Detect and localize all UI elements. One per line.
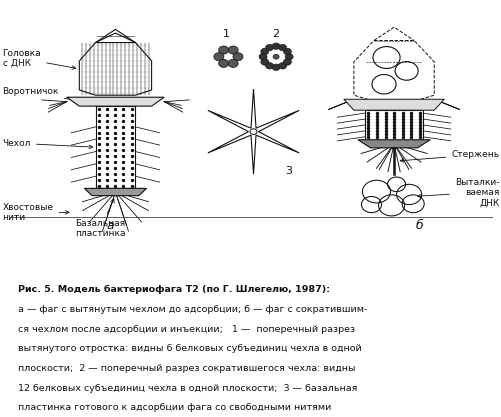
- Text: 2: 2: [272, 29, 279, 39]
- Circle shape: [272, 43, 280, 50]
- Text: а: а: [106, 219, 114, 232]
- Circle shape: [218, 59, 228, 68]
- Text: Базальная
пластинка: Базальная пластинка: [75, 199, 125, 238]
- Circle shape: [259, 53, 267, 60]
- Circle shape: [232, 53, 242, 61]
- Circle shape: [273, 54, 279, 59]
- Text: ся чехлом после адсорбции и инъекции;   1 —  поперечный разрез: ся чехлом после адсорбции и инъекции; 1 …: [18, 324, 354, 334]
- Polygon shape: [67, 97, 164, 106]
- Circle shape: [272, 64, 280, 70]
- Text: Головка
с ДНК: Головка с ДНК: [3, 49, 76, 69]
- Text: 1: 1: [222, 29, 229, 39]
- Circle shape: [227, 46, 238, 54]
- Text: 3: 3: [285, 166, 292, 176]
- Polygon shape: [84, 188, 146, 196]
- Text: Выталки-
ваемая
ДНК: Выталки- ваемая ДНК: [417, 178, 498, 207]
- Text: б: б: [414, 219, 422, 232]
- Polygon shape: [343, 99, 443, 110]
- Circle shape: [278, 63, 286, 69]
- Text: плоскости;  2 — поперечный разрез сократившегося чехла: видны: плоскости; 2 — поперечный разрез сократи…: [18, 364, 354, 373]
- Circle shape: [265, 63, 273, 69]
- Polygon shape: [357, 140, 429, 148]
- Circle shape: [265, 44, 273, 51]
- Circle shape: [249, 129, 257, 135]
- Circle shape: [218, 46, 228, 54]
- Circle shape: [283, 59, 291, 65]
- Circle shape: [283, 48, 291, 55]
- Bar: [364, 110, 422, 140]
- Text: вытянутого отростка: видны 6 белковых субъединиц чехла в одной: вытянутого отростка: видны 6 белковых су…: [18, 344, 361, 353]
- Text: Рис. 5. Модель бактериофага T2 (по Г. Шлегелю, 1987):: Рис. 5. Модель бактериофага T2 (по Г. Шл…: [18, 285, 329, 294]
- Text: пластинка готового к адсорбции фага со свободными нитями: пластинка готового к адсорбции фага со с…: [18, 403, 330, 412]
- Circle shape: [278, 44, 286, 51]
- Text: Стержень: Стержень: [399, 151, 498, 162]
- Text: a — фаг с вытянутым чехлом до адсорбции; б — фаг с сократившим-: a — фаг с вытянутым чехлом до адсорбции;…: [18, 305, 366, 314]
- Bar: [96, 106, 134, 188]
- Text: Чехол: Чехол: [3, 139, 93, 149]
- Text: 12 белковых субъединиц чехла в одной плоскости;  3 — базальная: 12 белковых субъединиц чехла в одной пло…: [18, 384, 356, 392]
- Circle shape: [213, 53, 223, 61]
- Text: Воротничок: Воротничок: [3, 87, 78, 102]
- Circle shape: [260, 59, 268, 65]
- Circle shape: [260, 48, 268, 55]
- Circle shape: [227, 59, 238, 68]
- Text: Хвостовые
нити: Хвостовые нити: [3, 203, 69, 222]
- Circle shape: [285, 53, 293, 60]
